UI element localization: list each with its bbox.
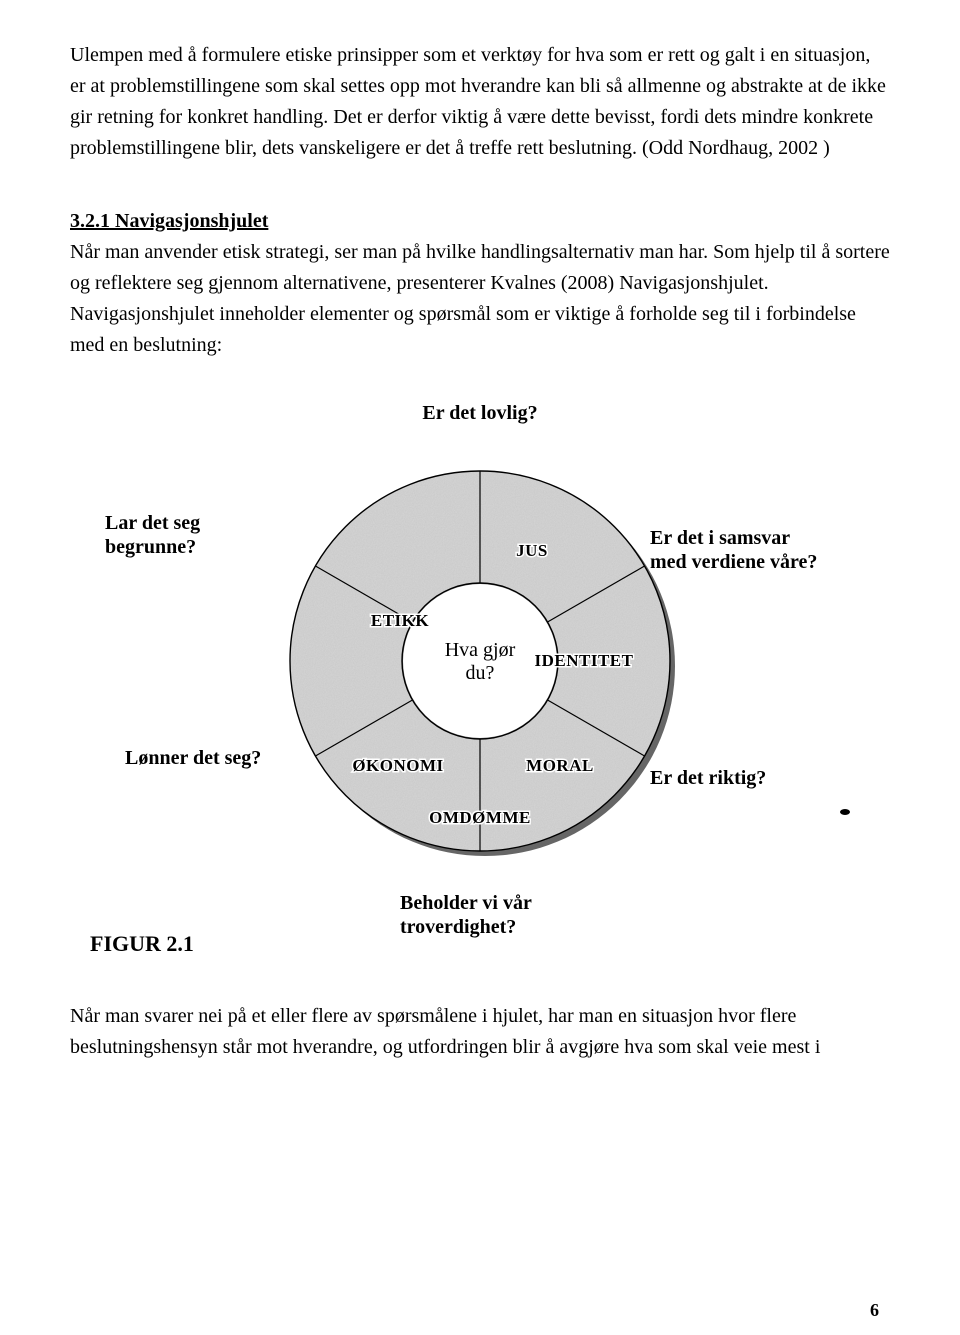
segment-moral: MORAL [526, 756, 594, 775]
center-text-2: du? [466, 662, 495, 684]
question-bottom-left: Lønner det seg? [125, 746, 261, 770]
segment-identitet: IDENTITET [535, 651, 634, 670]
question-top: Er det lovlig? [422, 401, 537, 425]
paragraph-description: Når man anvender etisk strategi, ser man… [70, 237, 890, 361]
segment-okonomi: ØKONOMI [352, 756, 443, 775]
question-top-left-line1: Lar det seg [105, 512, 200, 534]
stray-dot [840, 809, 850, 815]
question-top-left: Lar det seg begrunne? [105, 511, 200, 559]
question-bottom: Beholder vi vår troverdighet? [400, 891, 532, 939]
center-text-1: Hva gjør [445, 639, 516, 661]
question-bottom-line1: Beholder vi vår [400, 892, 532, 914]
paragraph-closing: Når man svarer nei på et eller flere av … [70, 1001, 890, 1063]
segment-omdomme: OMDØMME [429, 808, 531, 827]
paragraph-intro: Ulempen med å formulere etiske prinsippe… [70, 40, 890, 164]
section-heading: 3.2.1 Navigasjonshjulet [70, 210, 890, 233]
question-bottom-line2: troverdighet? [400, 916, 516, 938]
segment-jus: JUS [516, 541, 548, 560]
figure-caption: FIGUR 2.1 [90, 931, 194, 957]
segment-etikk: ETIKK [371, 611, 430, 630]
page-number: 6 [870, 1300, 879, 1321]
question-top-left-line2: begrunne? [105, 536, 196, 558]
navigation-wheel: JUS IDENTITET MORAL OMDØMME ØKONOMI ETIK… [280, 451, 680, 871]
navigasjonshjulet-figure: Er det lovlig? Lar det seg begrunne? Er … [70, 401, 890, 961]
